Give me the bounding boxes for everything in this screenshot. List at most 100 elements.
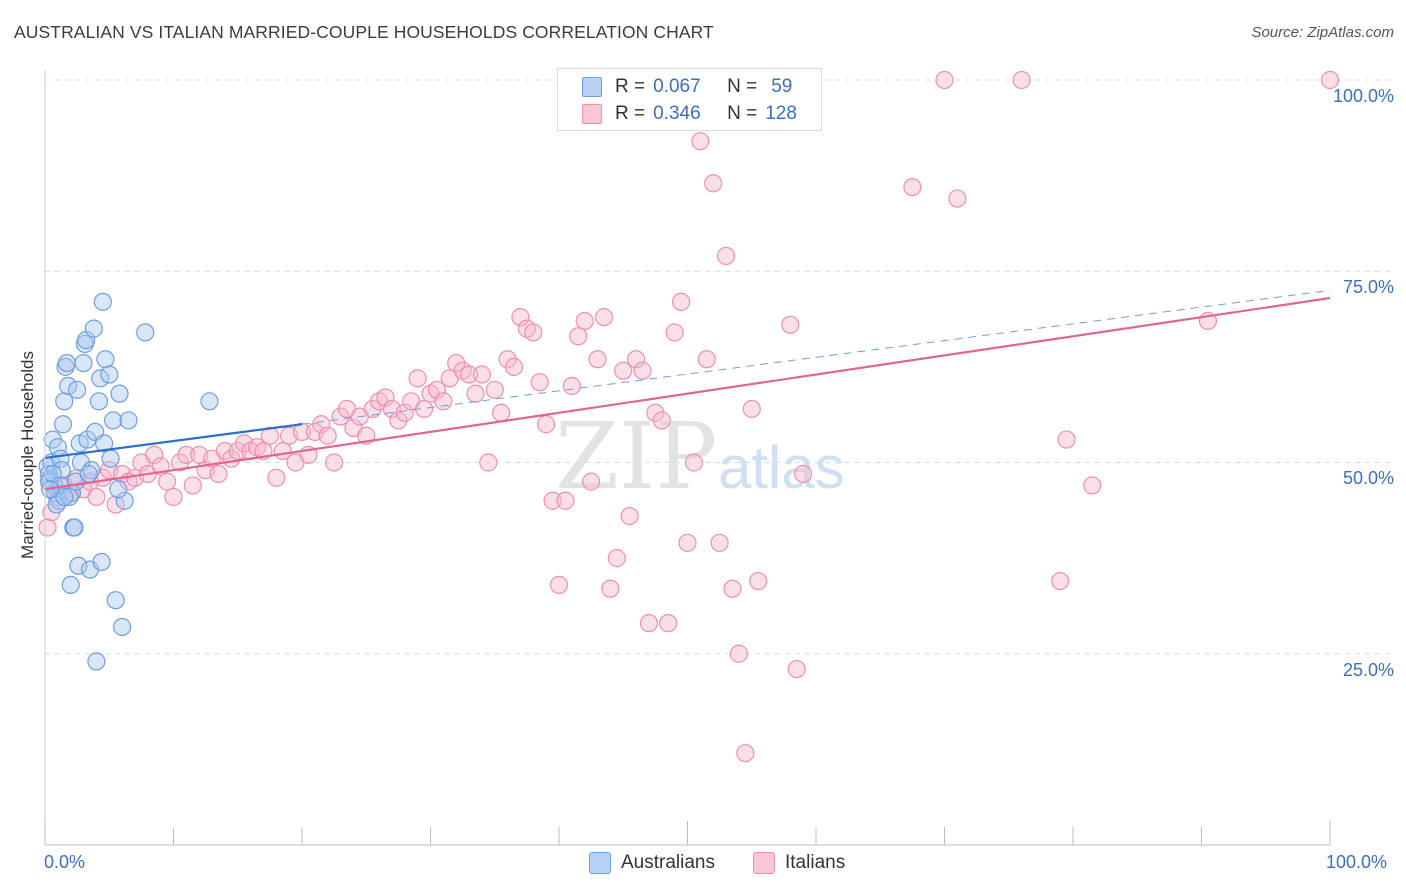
italian-point: [466, 384, 485, 403]
italian-point: [626, 350, 646, 369]
italian-point: [511, 308, 530, 327]
italian-point: [594, 308, 614, 327]
italian-point: [1320, 70, 1340, 90]
italian-point: [639, 614, 659, 633]
italian-point: [312, 415, 331, 434]
italian-point: [749, 571, 768, 591]
italian-point: [318, 426, 337, 445]
australian-point: [104, 411, 123, 430]
australian-point: [96, 350, 115, 369]
italian-point: [1051, 571, 1070, 591]
italian-point: [145, 445, 164, 464]
y-tick-75: 75.0%: [1342, 277, 1394, 297]
italian-point: [414, 399, 434, 419]
italian-point: [157, 472, 177, 491]
australian-point: [136, 323, 155, 342]
legend-label-italians: Italians: [785, 852, 846, 873]
italian-point: [742, 399, 761, 419]
legend-row-australians: R = 0.067 N = 59: [582, 76, 792, 98]
legend-item-italians[interactable]: Italians: [753, 852, 845, 874]
legend-row-italians: R = 0.346 N = 128: [582, 103, 797, 125]
italian-point: [1083, 476, 1102, 495]
italian-point: [678, 533, 697, 552]
italian-point: [684, 453, 704, 472]
australian-point: [55, 487, 74, 507]
italian-point: [665, 323, 684, 342]
italian-point: [549, 575, 569, 595]
italian-point: [38, 518, 57, 537]
australian-point: [89, 392, 109, 411]
italian-point: [87, 487, 106, 507]
australian-point: [93, 292, 112, 311]
legend-swatch-australians: [582, 77, 602, 97]
x-tick-100: 100.0%: [1326, 852, 1388, 872]
italian-point: [569, 327, 588, 346]
chart-title: AUSTRALIAN VS ITALIAN MARRIED-COUPLE HOU…: [14, 22, 714, 42]
italian-point: [1057, 430, 1076, 449]
australian-point: [60, 487, 79, 507]
italian-point: [691, 132, 710, 151]
legend-item-australians[interactable]: Australians: [589, 852, 715, 874]
australian-point: [100, 365, 119, 384]
y-tick-50: 50.0%: [1342, 468, 1394, 488]
australian-point: [119, 411, 138, 430]
australian-point: [115, 491, 134, 510]
australian-point: [57, 353, 76, 373]
australian-point: [95, 434, 114, 453]
australian-point: [55, 392, 74, 411]
legend-r-label: R =: [615, 103, 646, 124]
italian-point: [562, 376, 581, 396]
australian-trend-extension: [301, 289, 1331, 425]
australian-point: [200, 392, 219, 411]
italian-point: [177, 445, 196, 464]
watermark-atlas: atlas: [718, 434, 845, 501]
italian-point: [492, 403, 511, 422]
australian-point: [84, 319, 103, 338]
australian-point: [59, 376, 78, 396]
legend-swatch-italians: [753, 852, 775, 874]
italian-point: [948, 189, 967, 208]
italian-point: [697, 350, 716, 369]
italian-point: [543, 491, 562, 510]
legend-r-value-australians: 0.067: [653, 76, 701, 97]
legend-r-label: R =: [615, 76, 646, 97]
australian-trend-line: [44, 423, 303, 460]
australian-point: [91, 369, 110, 388]
australian-point: [110, 384, 129, 403]
australian-point: [92, 552, 111, 572]
italian-point: [794, 464, 813, 484]
source-label: Source: ZipAtlas.com: [1251, 24, 1394, 41]
y-tick-25: 25.0%: [1342, 660, 1394, 680]
legend-swatch-italians: [582, 104, 602, 124]
australian-point: [65, 518, 84, 537]
italian-point: [659, 614, 678, 633]
australian-point: [109, 480, 128, 499]
italian-point: [434, 392, 453, 411]
italian-point: [704, 174, 723, 193]
italian-point: [524, 323, 543, 342]
italian-point: [530, 373, 549, 392]
italian-point: [671, 292, 691, 311]
italian-point: [710, 533, 729, 552]
italian-point: [472, 365, 491, 384]
italian-point: [935, 70, 954, 90]
legend-n-label: N =: [727, 76, 758, 97]
australian-point: [79, 464, 98, 484]
italian-point: [395, 403, 414, 422]
italian-point: [614, 361, 633, 380]
legend-r-value-italians: 0.346: [653, 103, 701, 124]
x-tick-0: 0.0%: [44, 852, 86, 872]
legend-n-value-italians: 128: [765, 103, 797, 124]
italian-point: [575, 311, 594, 331]
italian-point: [607, 549, 626, 568]
italian-point: [267, 468, 286, 487]
italian-point: [601, 579, 620, 598]
italian-point: [716, 246, 736, 266]
italian-point: [787, 659, 806, 679]
italian-point: [588, 350, 607, 369]
italian-point: [556, 491, 575, 510]
italian-point: [485, 380, 504, 399]
australian-point: [74, 353, 93, 373]
italian-point: [183, 476, 202, 495]
